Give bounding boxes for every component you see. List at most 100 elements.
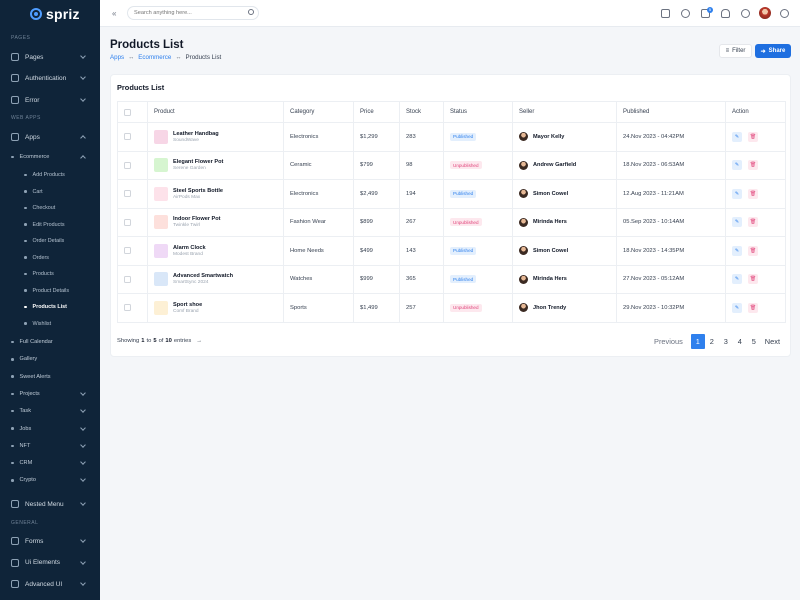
delete-button[interactable]: 🗑 [748,217,758,228]
breadcrumb-apps[interactable]: Apps [110,54,125,61]
sidebar-item-crypto[interactable]: Crypto [0,473,100,487]
column-published[interactable]: Published [616,101,726,123]
table-row[interactable]: Sport shoe Comf Brand Sports $1,499 257 Unpub… [117,293,786,323]
row-checkbox[interactable] [124,218,131,226]
row-checkbox[interactable] [124,161,131,169]
search-input[interactable] [127,6,259,20]
delete-button[interactable]: 🗑 [748,274,758,285]
sun-icon[interactable] [741,9,750,18]
collapse-sidebar-icon[interactable]: « [112,9,117,18]
sidebar-item-products[interactable]: Products [0,267,100,281]
product-info[interactable]: Elegant Flower Pot Serene Garden [154,158,283,173]
delete-button[interactable]: 🗑 [748,131,758,142]
cloud-icon[interactable] [681,9,690,18]
sidebar-item-wishlist[interactable]: Wishlist [0,317,100,331]
table-row[interactable]: Advanced Smartwatch SmartSync 2024 Watches… [117,265,786,294]
product-info[interactable]: Advanced Smartwatch SmartSync 2024 [154,272,283,287]
product-info[interactable]: Leather Handbag SoundWave [154,129,283,144]
share-button[interactable]: ➜ Share [755,44,791,58]
sidebar-item-full-calendar[interactable]: Full Calendar [0,335,100,349]
seller-info[interactable]: Mayor Kelly [519,132,616,142]
product-info[interactable]: Sport shoe Comf Brand [154,300,283,315]
sidebar-item-advanced-ui[interactable]: Advanced UI [0,577,100,591]
sidebar-item-ui-elements[interactable]: Ui Elements [0,556,100,570]
edit-button[interactable]: ✎ [732,188,742,199]
sidebar-item-error[interactable]: Error [0,93,100,107]
product-name[interactable]: Leather Handbag [173,130,219,137]
table-row[interactable]: Leather Handbag SoundWave Electronics $1,29… [117,122,786,152]
delete-button[interactable]: 🗑 [748,302,758,313]
product-name[interactable]: Indoor Flower Pot [173,216,221,223]
filter-button[interactable]: ≡ Filter [719,44,752,58]
pagination-page[interactable]: 3 [723,337,728,346]
pagination-previous[interactable]: Previous [654,337,683,346]
settings-icon[interactable] [780,9,789,18]
delete-button[interactable]: 🗑 [748,245,758,256]
pagination-next[interactable]: Next [764,337,780,346]
calendar-icon[interactable] [661,9,670,18]
sidebar-item-sweet-alerts[interactable]: Sweet Alerts [0,370,100,384]
column-stock[interactable]: Stock [399,101,444,123]
row-checkbox[interactable] [124,247,131,255]
product-name[interactable]: Alarm Clock [173,244,206,251]
edit-button[interactable]: ✎ [732,131,742,142]
sidebar-item-projects[interactable]: Projects [0,387,100,401]
edit-button[interactable]: ✎ [732,245,742,256]
pagination-page[interactable]: 1 [690,334,705,349]
seller-info[interactable]: Mirinda Hers [519,274,616,284]
seller-info[interactable]: Simon Cowel [519,189,616,199]
table-row[interactable]: Elegant Flower Pot Serene Garden Ceramic $7… [117,151,786,180]
cart-icon[interactable] [701,9,710,18]
breadcrumb-ecommerce[interactable]: Ecommerce [138,54,172,61]
sidebar-item-apps[interactable]: Apps [0,130,100,144]
edit-button[interactable]: ✎ [732,302,742,313]
sidebar-item-cart[interactable]: Cart [0,185,100,199]
edit-button[interactable]: ✎ [732,274,742,285]
pagination-page[interactable]: 4 [737,337,742,346]
sidebar-item-products-list[interactable]: Products List [0,300,100,314]
sidebar-item-jobs[interactable]: Jobs [0,422,100,436]
sidebar-item-nft[interactable]: NFT [0,439,100,453]
pagination-page[interactable]: 5 [751,337,756,346]
table-row[interactable]: Alarm Clock Modest Brand Home Needs $499 143… [117,236,786,266]
sidebar-item-task[interactable]: Task [0,404,100,418]
sidebar-item-checkout[interactable]: Checkout [0,201,100,215]
user-avatar[interactable] [759,7,771,19]
row-checkbox[interactable] [124,133,131,141]
column-category[interactable]: Category [283,101,354,123]
arrow-right-icon[interactable]: → [196,338,203,344]
sidebar-item-add-products[interactable]: Add Products [0,168,100,182]
column-price[interactable]: Price [353,101,400,123]
product-name[interactable]: Sport shoe [173,301,203,308]
edit-button[interactable]: ✎ [732,217,742,228]
seller-info[interactable]: Mirinda Hers [519,217,616,227]
product-info[interactable]: Steel Sports Bottle AirPods Max [154,186,283,201]
table-row[interactable]: Indoor Flower Pot Twinkle Twirl Fashion We… [117,208,786,237]
product-name[interactable]: Elegant Flower Pot [173,159,224,166]
edit-button[interactable]: ✎ [732,160,742,171]
delete-button[interactable]: 🗑 [748,188,758,199]
bell-icon[interactable] [721,9,730,18]
sidebar-item-gallery[interactable]: Gallery [0,352,100,366]
product-name[interactable]: Advanced Smartwatch [173,273,233,280]
seller-info[interactable]: Jhon Trendy [519,303,616,313]
column-status[interactable]: Status [443,101,513,123]
column-seller[interactable]: Seller [512,101,617,123]
seller-info[interactable]: Andrew Garfield [519,160,616,170]
column-product[interactable]: Product [147,101,284,123]
pagination-page[interactable]: 2 [709,337,714,346]
sidebar-item-authentication[interactable]: Authentication [0,71,100,85]
table-row[interactable]: Steel Sports Bottle AirPods Max Electronic… [117,179,786,209]
brand-logo[interactable]: spriz [0,0,100,27]
row-checkbox[interactable] [124,190,131,198]
product-name[interactable]: Steel Sports Bottle [173,187,224,194]
sidebar-item-product-details[interactable]: Product Details [0,284,100,298]
row-checkbox[interactable] [124,275,131,283]
sidebar-item-nested-menu[interactable]: Nested Menu [0,497,100,511]
select-all-checkbox[interactable] [124,108,131,116]
sidebar-item-crm[interactable]: CRM [0,456,100,470]
row-checkbox[interactable] [124,304,131,312]
delete-button[interactable]: 🗑 [748,160,758,171]
product-info[interactable]: Indoor Flower Pot Twinkle Twirl [154,215,283,230]
sidebar-item-orders[interactable]: Orders [0,251,100,265]
